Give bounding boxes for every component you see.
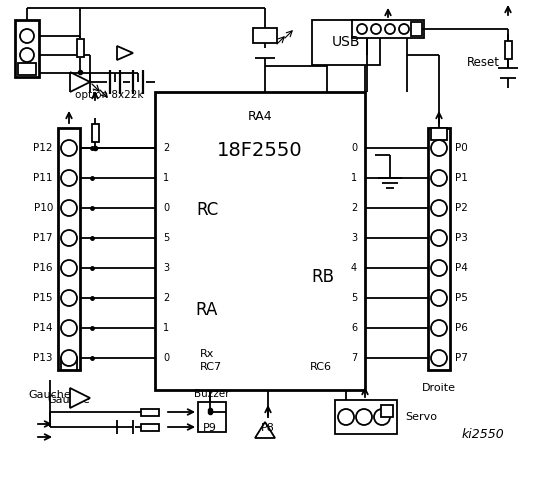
Text: P11: P11 [34,173,53,183]
Text: Droite: Droite [422,383,456,393]
Bar [18,63,36,75]
Circle shape [431,320,447,336]
Polygon shape [70,388,90,408]
Bar [352,20,424,38]
Bar [335,400,397,434]
Bar [504,41,512,59]
Circle shape [356,409,372,425]
Text: RC7: RC7 [200,362,222,372]
Text: P9: P9 [203,423,217,433]
Polygon shape [117,46,133,60]
Bar [411,22,422,36]
Text: option 8x22k: option 8x22k [75,90,143,100]
Text: P16: P16 [34,263,53,273]
Bar [431,128,447,140]
Text: 6: 6 [351,323,357,333]
Text: 0: 0 [163,203,169,213]
Text: ki2550: ki2550 [462,429,505,442]
Text: RA4: RA4 [248,110,272,123]
Text: 3: 3 [163,263,169,273]
Text: P1: P1 [455,173,468,183]
Bar [76,39,84,57]
Text: P4: P4 [455,263,468,273]
Bar [155,92,365,390]
Circle shape [61,140,77,156]
Circle shape [431,140,447,156]
Text: 2: 2 [163,143,169,153]
Text: Gauche: Gauche [48,395,90,405]
Text: RB: RB [311,268,335,286]
Text: 1: 1 [351,173,357,183]
Text: P7: P7 [455,353,468,363]
Text: 1: 1 [163,173,169,183]
Text: Reset: Reset [467,56,500,69]
Polygon shape [255,422,275,438]
Circle shape [61,170,77,186]
Bar [428,128,450,370]
Text: USB: USB [332,36,360,49]
Text: 0: 0 [163,353,169,363]
Circle shape [20,48,34,62]
Text: P12: P12 [34,143,53,153]
Circle shape [61,230,77,246]
Bar [15,20,39,77]
Text: Rx: Rx [200,349,215,359]
Circle shape [61,260,77,276]
Text: P3: P3 [455,233,468,243]
Circle shape [431,230,447,246]
Circle shape [61,290,77,306]
Text: P17: P17 [34,233,53,243]
Text: P6: P6 [455,323,468,333]
Text: P8: P8 [261,423,275,433]
Text: Servo: Servo [405,412,437,422]
Bar [253,28,277,43]
Text: P10: P10 [34,203,53,213]
Text: Buzzer: Buzzer [194,389,229,399]
Circle shape [61,350,77,366]
Text: 5: 5 [351,293,357,303]
Bar [312,20,380,65]
Text: RC6: RC6 [310,362,332,372]
Circle shape [431,350,447,366]
Text: 4: 4 [351,263,357,273]
Text: Gauche: Gauche [29,390,71,400]
Text: RC: RC [196,201,218,219]
Text: 7: 7 [351,353,357,363]
Circle shape [431,170,447,186]
Circle shape [374,409,390,425]
Circle shape [399,24,409,34]
Bar [141,423,159,431]
Bar [141,408,159,416]
Text: 1: 1 [163,323,169,333]
Circle shape [431,260,447,276]
Circle shape [20,29,34,43]
Bar [91,124,98,142]
Circle shape [431,200,447,216]
Text: 18F2550: 18F2550 [217,141,303,159]
Circle shape [357,24,367,34]
Text: P14: P14 [34,323,53,333]
Text: 2: 2 [163,293,169,303]
Text: P0: P0 [455,143,468,153]
Text: P2: P2 [455,203,468,213]
Bar [61,358,77,370]
Text: P15: P15 [34,293,53,303]
Circle shape [431,290,447,306]
Text: 0: 0 [351,143,357,153]
Text: 3: 3 [351,233,357,243]
Bar [58,128,80,370]
Text: P13: P13 [34,353,53,363]
Text: RA: RA [196,301,218,319]
Circle shape [385,24,395,34]
Circle shape [61,320,77,336]
Text: 2: 2 [351,203,357,213]
Text: 5: 5 [163,233,169,243]
Bar [198,402,226,432]
Circle shape [338,409,354,425]
Circle shape [371,24,381,34]
Circle shape [61,200,77,216]
Text: P5: P5 [455,293,468,303]
Bar [381,405,393,417]
